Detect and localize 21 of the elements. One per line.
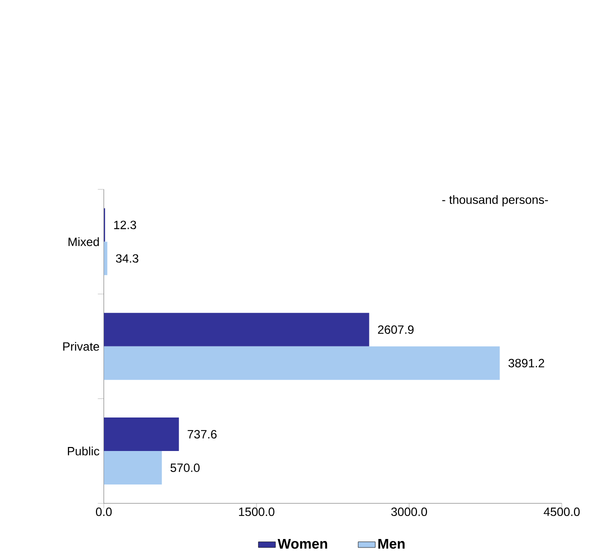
data-label: 3891.2	[508, 358, 544, 368]
legend-label: Women	[278, 538, 328, 549]
x-tick-label: 0.0	[96, 507, 112, 516]
bar	[104, 312, 370, 346]
y-tick-label: Mixed	[68, 237, 99, 246]
data-label: 737.6	[188, 430, 217, 438]
x-tick-label: 3000.0	[391, 507, 428, 516]
bar	[104, 417, 179, 451]
y-tick-label: Public	[68, 446, 100, 456]
x-tick-label: 4500.0	[544, 507, 580, 516]
annotation: - thousand persons-	[442, 194, 548, 206]
bar	[104, 450, 162, 484]
data-label: 12.3	[114, 220, 136, 229]
legend-label: Men	[378, 538, 405, 549]
data-label: 34.3	[116, 254, 138, 262]
x-tick-label: 1500.0	[239, 507, 274, 516]
bar	[104, 346, 500, 380]
y-tick-label: Private	[63, 342, 100, 351]
bar	[104, 242, 108, 275]
data-label: 2607.9	[378, 325, 414, 334]
data-label: 570.0	[170, 463, 200, 472]
